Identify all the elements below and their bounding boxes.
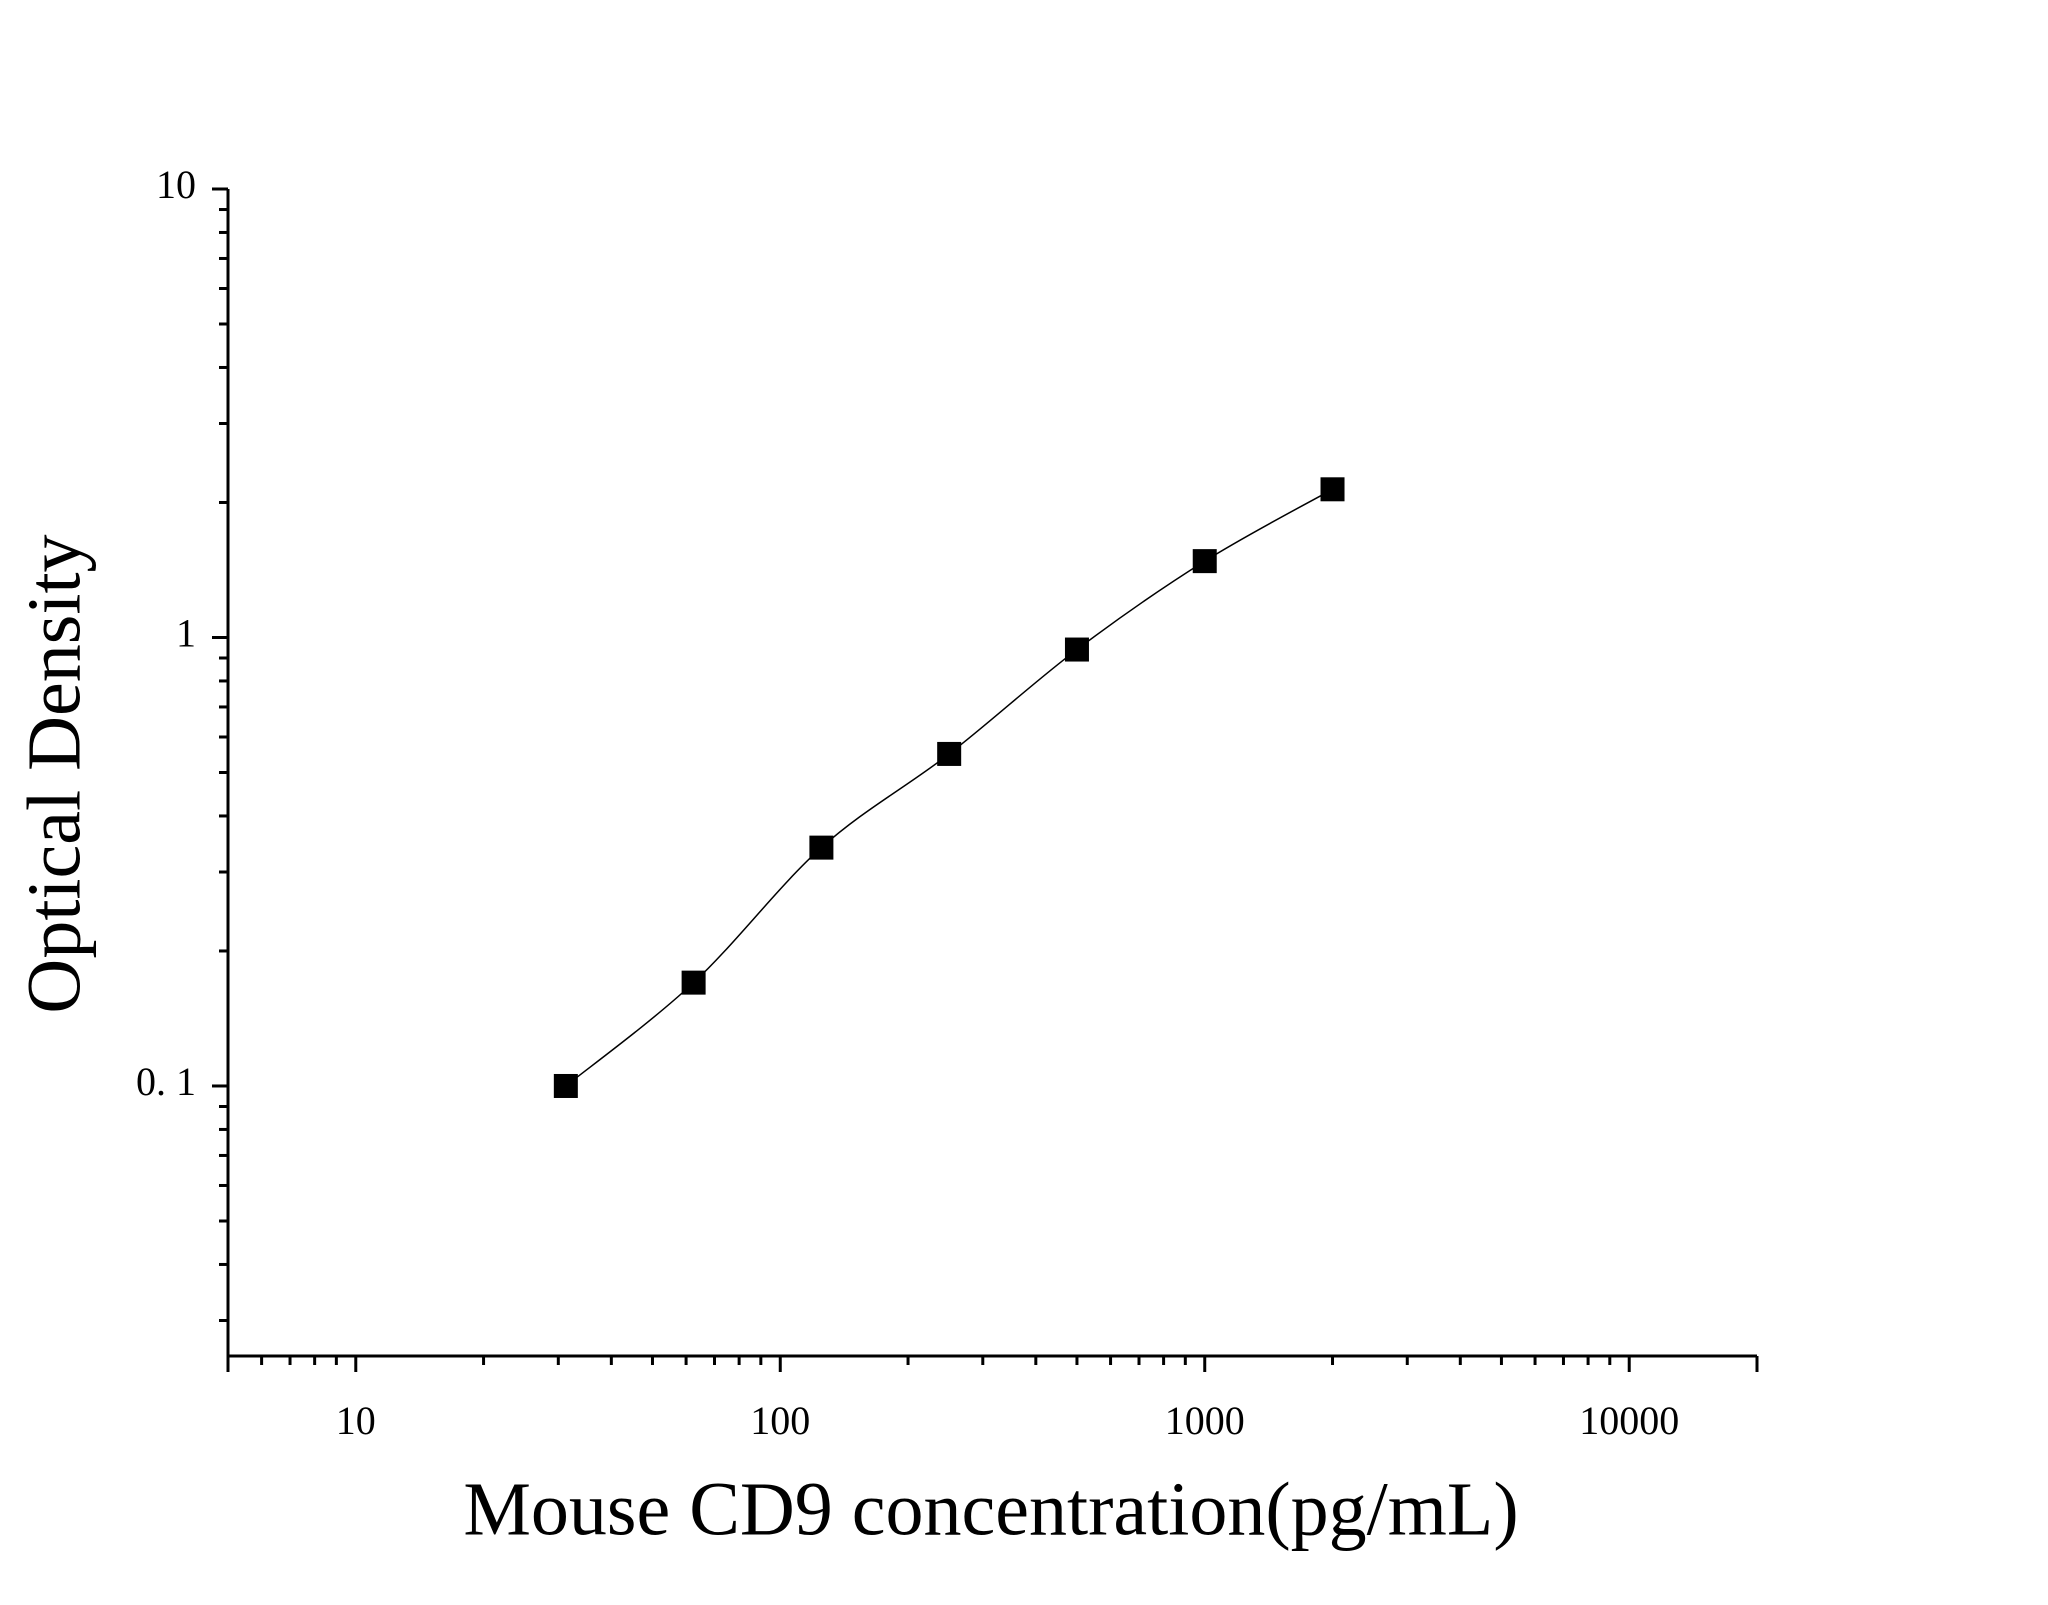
y-tick-label: 10	[156, 162, 196, 207]
data-point	[809, 835, 834, 860]
data-point	[553, 1073, 578, 1098]
fit-line	[565, 488, 1333, 1087]
y-tick-label: 0. 1	[136, 1059, 196, 1104]
data-point	[1320, 477, 1345, 502]
x-tick-label: 10	[336, 1398, 376, 1443]
x-tick-label: 100	[750, 1398, 810, 1443]
data-point	[1192, 549, 1217, 574]
y-tick-label: 1	[176, 611, 196, 656]
data-point	[1064, 637, 1089, 662]
x-axis-title: Mouse CD9 concentration(pg/mL)	[463, 1467, 1518, 1551]
y-axis-title: Optical Density	[12, 534, 96, 1013]
x-tick-label: 1000	[1165, 1398, 1245, 1443]
data-point	[681, 970, 706, 995]
x-tick-label: 10000	[1579, 1398, 1679, 1443]
data-point	[937, 741, 962, 766]
